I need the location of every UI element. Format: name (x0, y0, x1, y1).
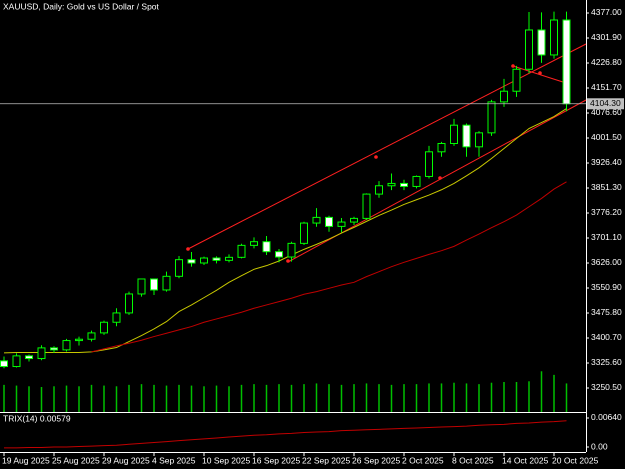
y-tick-label: 3776.20 (591, 207, 622, 217)
candle-body (37, 347, 46, 360)
candle-body (175, 259, 183, 277)
x-tick-label: 25 Aug 2025 (52, 455, 100, 465)
trix-tick-label: 0.00640 (591, 412, 622, 422)
y-tick-label: 3475.80 (591, 307, 622, 317)
x-tick-label: 20 Oct 2025 (552, 455, 599, 465)
last-price-box (587, 98, 624, 110)
y-tick-label: 4076.60 (591, 107, 622, 117)
channel-points (186, 64, 542, 263)
candle-body (300, 222, 308, 244)
candle-body (487, 101, 496, 134)
candle-body (387, 182, 396, 187)
candle-body (250, 241, 258, 246)
candle-body (537, 29, 546, 56)
candle-body (50, 347, 58, 351)
candle-body (62, 340, 71, 351)
candle-body (562, 19, 571, 105)
trix-line (4, 420, 567, 449)
candle-body (400, 182, 408, 187)
y-tick-label: 3626.00 (591, 257, 622, 267)
candle-body (350, 217, 358, 223)
candle-body (437, 142, 446, 153)
candle-body (525, 29, 533, 70)
x-tick-label: 14 Oct 2025 (502, 455, 549, 465)
y-tick-label: 3926.40 (591, 157, 622, 167)
channel-point (511, 64, 515, 68)
candle-body (512, 68, 521, 92)
candle-body (25, 355, 33, 360)
y-tick-label: 3701.10 (591, 232, 622, 242)
y-tick-label: 3400.70 (591, 332, 622, 342)
candle-body (225, 256, 233, 261)
chart-title: XAUUSD, Daily: Gold vs US Dollar / Spot (3, 1, 160, 11)
y-tick-label: 4377.00 (591, 7, 622, 17)
candle-body (212, 257, 221, 261)
candle-body (262, 241, 271, 253)
channel-point (186, 247, 190, 251)
y-tick-label: 4226.80 (591, 57, 622, 67)
trix-label: TRIX(14) 0.00579 (3, 413, 71, 423)
x-tick-label: 16 Sep 2025 (252, 455, 300, 465)
channel-point (286, 259, 290, 263)
candle-body (200, 257, 208, 264)
candle-body (150, 278, 158, 291)
candle-body (375, 185, 383, 195)
channel-point (438, 176, 442, 180)
trix-tick-label: 0.00 (591, 441, 608, 451)
candle-body (475, 132, 483, 148)
x-tick-label: 22 Sep 2025 (302, 455, 350, 465)
candle-body (287, 242, 296, 258)
x-tick-label: 2 Oct 2025 (402, 455, 444, 465)
candle-body (100, 321, 108, 334)
last-price-label: 4104.30 (590, 98, 621, 108)
channel-point (374, 155, 378, 159)
candle-body (462, 124, 471, 148)
y-tick-label: 4151.70 (591, 82, 622, 92)
candle-body (275, 251, 283, 258)
y-tick-label: 4301.90 (591, 32, 622, 42)
x-tick-label: 26 Sep 2025 (352, 455, 400, 465)
y-tick-label: 3851.30 (591, 182, 622, 192)
y-tick-label: 3325.60 (591, 357, 622, 367)
x-tick-label: 29 Aug 2025 (102, 455, 150, 465)
y-tick-label: 3250.50 (591, 382, 622, 392)
candle-body (237, 244, 246, 258)
y-tick-label: 4001.50 (591, 132, 622, 142)
channel-point (538, 71, 542, 75)
candle-body (500, 90, 508, 103)
candle-body (312, 216, 321, 224)
x-tick-label: 4 Sep 2025 (152, 455, 196, 465)
candle-body (337, 221, 346, 227)
x-tick-label: 8 Oct 2025 (452, 455, 494, 465)
candle-body (325, 216, 333, 227)
x-tick-label: 19 Aug 2025 (2, 455, 50, 465)
candle-body (362, 193, 371, 219)
candle-body (112, 312, 121, 323)
candle-body (125, 293, 133, 314)
candle-body (412, 175, 421, 187)
candle-body (75, 338, 83, 342)
candle-body (12, 355, 21, 368)
candle-body (450, 124, 458, 144)
candle-body (425, 151, 433, 177)
candle-body (137, 278, 146, 295)
y-tick-label: 3550.90 (591, 282, 622, 292)
candle-body (550, 19, 558, 56)
candle-body (187, 259, 196, 264)
candle-body (0, 360, 8, 368)
candle-body (162, 275, 171, 291)
moving-average (91, 181, 567, 353)
x-tick-label: 10 Sep 2025 (202, 455, 250, 465)
candle-body (87, 332, 96, 340)
